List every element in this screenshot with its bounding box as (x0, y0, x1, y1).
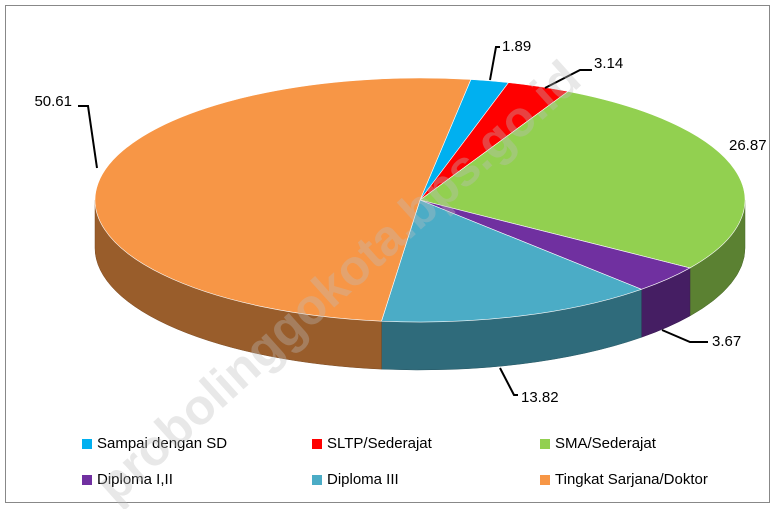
legend-swatch (312, 475, 322, 485)
leader-line (499, 367, 518, 396)
legend-label: Diploma I,II (97, 471, 173, 488)
legend-label: Sampai dengan SD (97, 435, 227, 452)
legend-label: Diploma III (327, 471, 399, 488)
legend-swatch (312, 439, 322, 449)
value-label: 1.89 (502, 38, 531, 55)
value-label: 50.61 (34, 93, 72, 110)
value-label: 3.14 (594, 55, 623, 72)
leader-line (78, 105, 98, 169)
pie-slice (381, 199, 643, 323)
legend-swatch (540, 475, 550, 485)
value-label: 3.67 (712, 333, 741, 350)
value-labels: 1.89 3.14 26.87 3.67 13.82 50.61 (34, 38, 766, 406)
pie-slice (419, 91, 746, 269)
pie-tops (94, 77, 746, 323)
legend-label: SLTP/Sederajat (327, 435, 433, 452)
pie-slice (94, 77, 472, 322)
leader-line (661, 329, 708, 343)
legend-swatch (82, 475, 92, 485)
leader-line (489, 46, 500, 81)
legend-swatch (540, 439, 550, 449)
value-label: 26.87 (729, 137, 767, 154)
legend-swatch (82, 439, 92, 449)
leader-line (544, 69, 592, 89)
value-label: 13.82 (521, 389, 559, 406)
legend-label: Tingkat Sarjana/Doktor (555, 471, 708, 488)
legend: Sampai dengan SD SLTP/Sederajat SMA/Sedera… (82, 435, 708, 488)
legend-label: SMA/Sederajat (555, 435, 657, 452)
